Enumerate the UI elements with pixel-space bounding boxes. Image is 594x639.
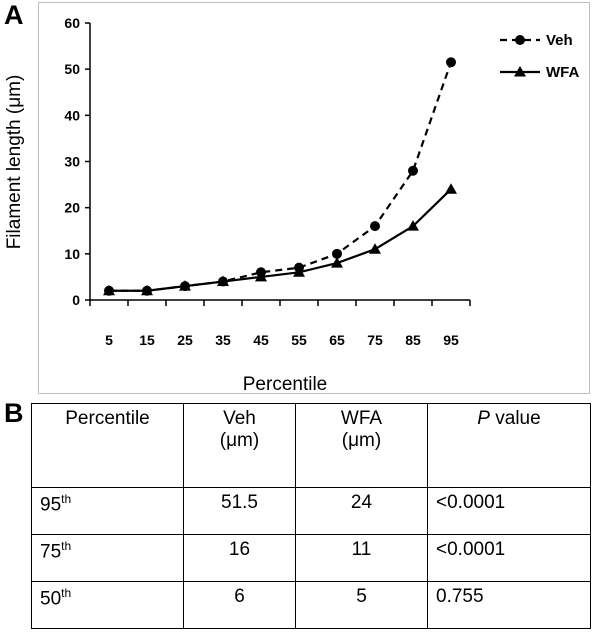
table-header-row: Percentile Veh (μm) WFA (μm) P value — [31, 403, 591, 488]
legend-label: WFA — [546, 64, 579, 81]
y-tick-label: 10 — [64, 246, 80, 262]
x-tick-label: 85 — [405, 332, 421, 348]
legend-entry-wfa: WFA — [500, 64, 579, 81]
header-veh: Veh (μm) — [183, 403, 296, 488]
cell-wfa: 24 — [295, 487, 428, 535]
header-wfa-label: WFA — [340, 408, 383, 429]
line-chart: 0 10 20 30 40 50 60 5 15 25 35 45 55 65 75 85 95 Filame… — [4, 15, 579, 395]
cell-veh: 51.5 — [183, 487, 296, 535]
legend-marker — [515, 35, 525, 45]
cell-wfa: 11 — [295, 534, 428, 582]
data-point — [407, 220, 419, 231]
cell-percentile-value: 50 — [40, 588, 62, 610]
header-percentile: Percentile — [31, 403, 184, 488]
x-tick-label: 5 — [105, 332, 113, 348]
legend-label: Veh — [546, 32, 573, 49]
x-tick-label: 15 — [139, 332, 155, 348]
cell-p: 0.755 — [427, 581, 591, 629]
x-tick-label: 35 — [215, 332, 231, 348]
table-row: 75th 16 11 <0.0001 — [31, 534, 591, 582]
header-wfa: WFA (μm) — [295, 403, 428, 488]
series-line-veh — [109, 61, 453, 292]
x-tick-label: 55 — [291, 332, 307, 348]
data-point — [179, 280, 191, 291]
header-veh-label: Veh — [223, 408, 256, 429]
data-point — [446, 57, 456, 68]
series-line-wfa — [109, 188, 452, 292]
legend-marker — [514, 66, 526, 77]
x-axis-title: Percentile — [243, 374, 328, 395]
cell-percentile-value: 75 — [40, 541, 62, 563]
cell-percentile: 75th — [31, 534, 184, 582]
series-group — [103, 57, 457, 296]
data-point — [331, 257, 343, 268]
header-p-value: P value — [427, 403, 591, 488]
data-point — [370, 221, 380, 232]
cell-percentile: 95th — [31, 487, 184, 535]
table-row: 50th 6 5 0.755 — [31, 581, 591, 629]
data-point — [255, 270, 267, 282]
y-axis: 0 10 20 30 40 50 60 — [64, 15, 91, 308]
cell-percentile-suffix: th — [61, 492, 72, 506]
x-axis: 5 15 25 35 45 55 65 75 85 95 — [89, 299, 471, 348]
cell-percentile-suffix: th — [61, 586, 72, 600]
cell-percentile: 50th — [31, 581, 184, 629]
y-tick-label: 30 — [64, 154, 80, 170]
panel-label-a: A — [4, 0, 24, 30]
series-veh — [104, 57, 456, 296]
cell-percentile-suffix: th — [61, 539, 72, 553]
y-tick-label: 20 — [64, 200, 80, 216]
x-tick-label: 25 — [177, 332, 193, 348]
header-wfa-unit: (μm) — [341, 430, 382, 451]
data-point — [293, 266, 305, 277]
panel-label-b: B — [4, 398, 24, 428]
y-tick-label: 50 — [64, 61, 80, 77]
series-wfa — [103, 183, 457, 296]
cell-p: <0.0001 — [427, 534, 591, 582]
header-p-italic: P — [477, 408, 490, 429]
cell-wfa: 5 — [295, 581, 428, 629]
cell-p: <0.0001 — [427, 487, 591, 535]
legend-entry-veh: Veh — [500, 32, 573, 49]
header-p-rest: value — [489, 408, 541, 429]
chart-frame — [38, 2, 590, 394]
data-point — [408, 165, 418, 176]
header-veh-unit: (μm) — [219, 430, 260, 451]
data-point — [332, 248, 342, 259]
data-point — [103, 284, 115, 296]
y-tick-label: 60 — [64, 15, 80, 31]
y-tick-label: 40 — [64, 107, 80, 123]
y-axis-title: Filament length (μm) — [4, 75, 25, 250]
data-point — [369, 243, 381, 254]
data-point — [141, 284, 153, 296]
data-point — [217, 275, 229, 287]
x-tick-label: 65 — [329, 332, 345, 348]
cell-veh: 6 — [183, 581, 296, 629]
cell-percentile-value: 95 — [40, 494, 62, 516]
data-point — [445, 183, 457, 194]
x-tick-label: 95 — [443, 332, 459, 348]
y-tick-label: 0 — [72, 292, 80, 308]
table-row: 95th 51.5 24 <0.0001 — [31, 487, 591, 535]
results-table: Percentile Veh (μm) WFA (μm) P value 95t… — [31, 403, 591, 629]
x-tick-label: 75 — [367, 332, 383, 348]
legend: Veh WFA — [500, 32, 579, 81]
cell-veh: 16 — [183, 534, 296, 582]
x-tick-label: 45 — [253, 332, 269, 348]
